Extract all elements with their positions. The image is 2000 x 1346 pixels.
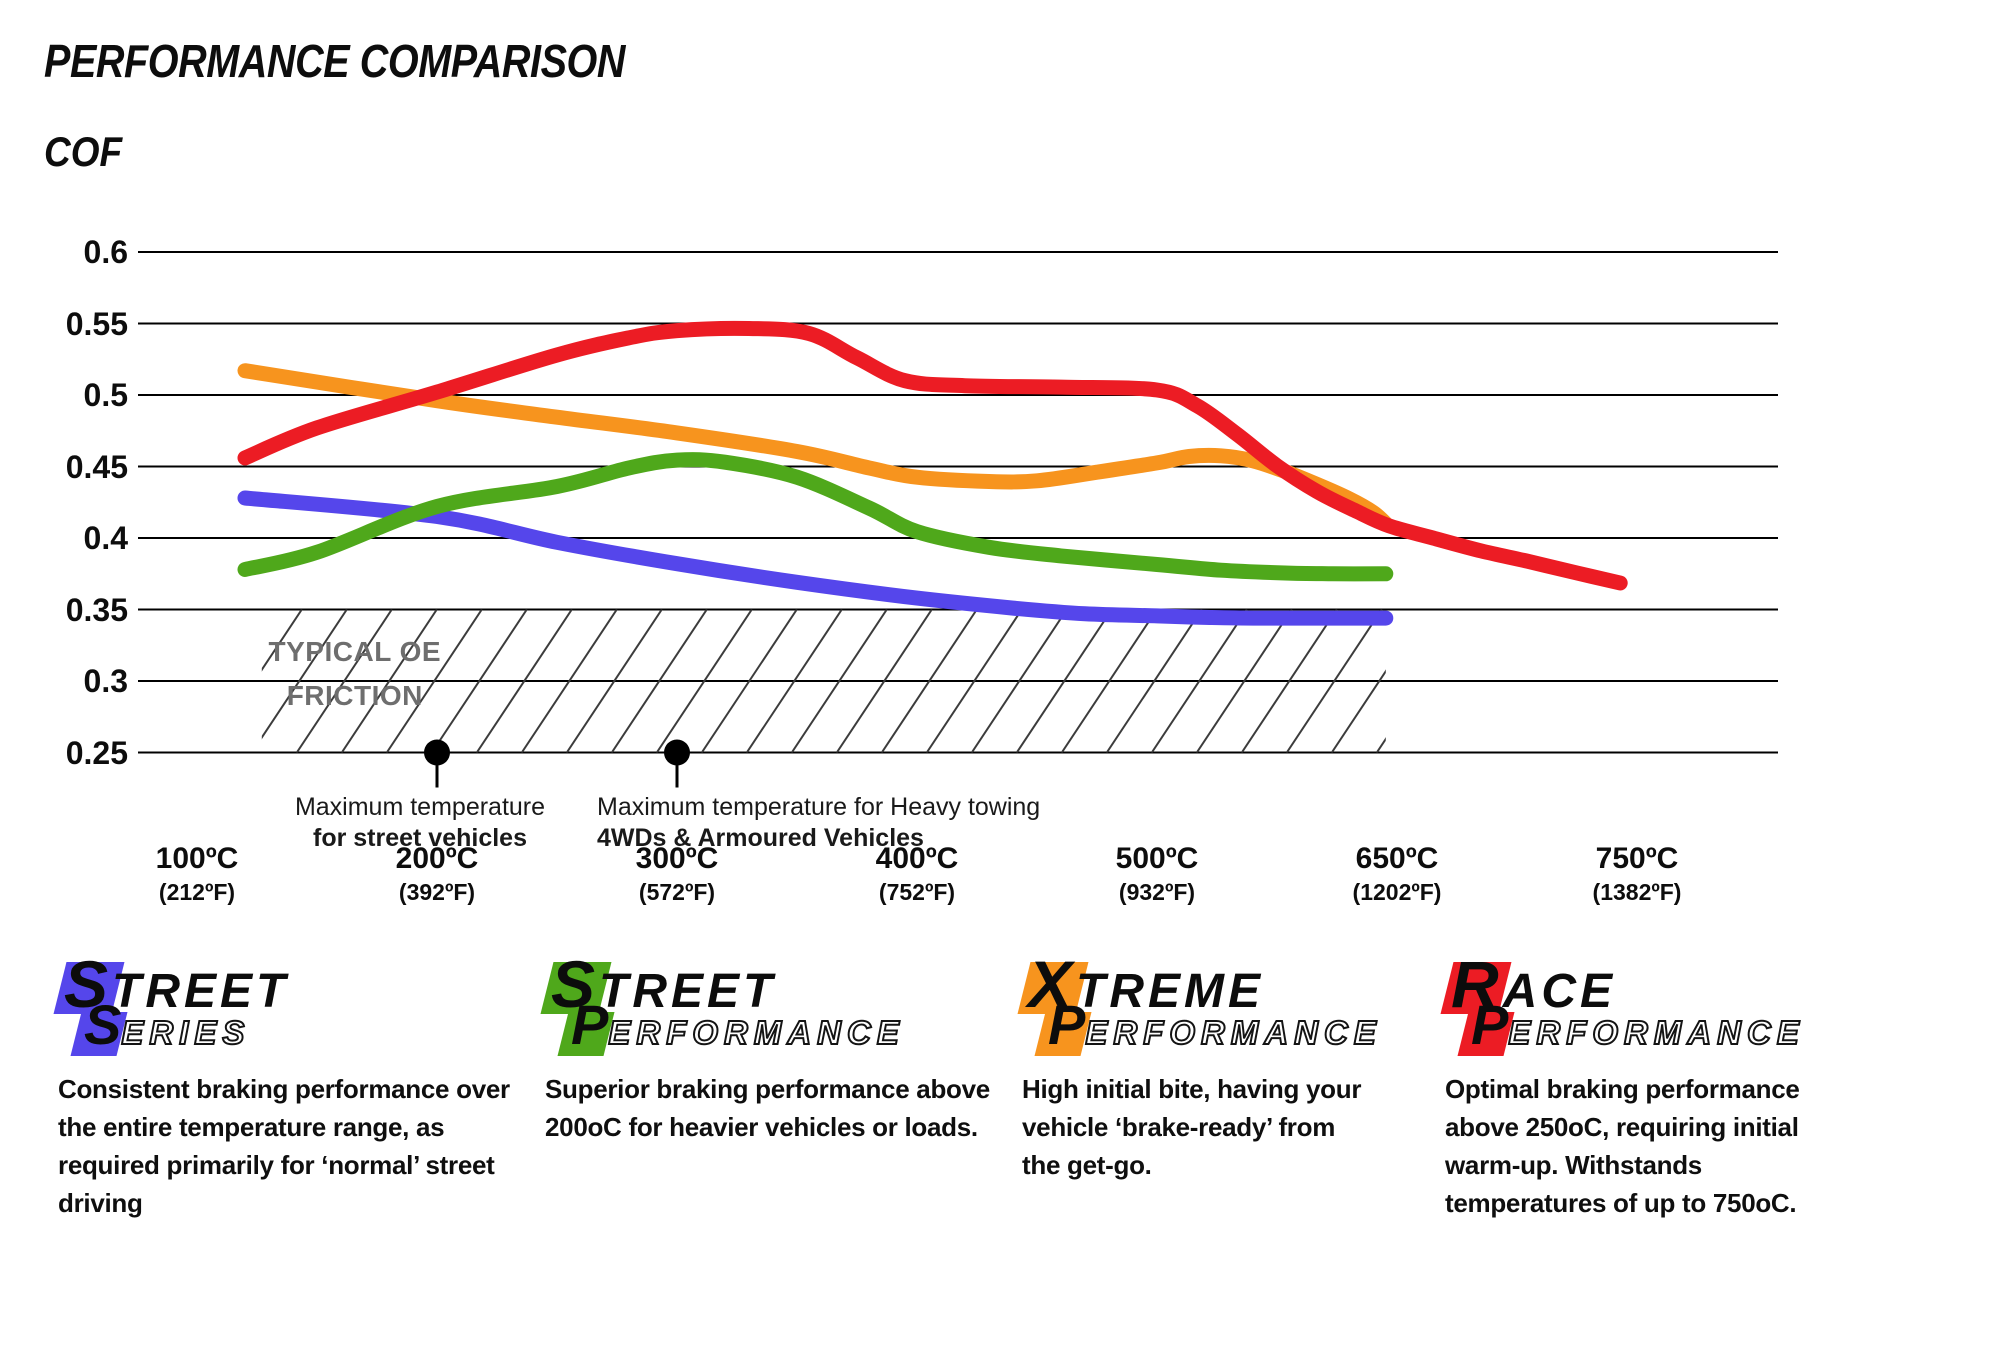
x-tick-label: 200ºC (392ºF) (342, 842, 532, 906)
x-tick-celsius: 100ºC (155, 842, 239, 875)
y-tick-label: 0.3 (83, 663, 128, 699)
chart-canvas (138, 251, 1778, 788)
temp-marker-dot (664, 739, 690, 766)
y-tick-label: 0.45 (65, 448, 128, 485)
series-line-street-performance (237, 452, 1394, 582)
logo-word1-rest: TREET (112, 965, 290, 1018)
logo-word1: STREET (551, 946, 776, 1022)
logo-word1-rest: TREME (1076, 965, 1265, 1018)
logo-word2: PERFORMANCE (1471, 992, 1805, 1057)
x-tick-label: 650ºC (1202ºF) (1302, 842, 1492, 906)
logo-word2-rest: ERIES (120, 1013, 251, 1052)
y-tick-label: 0.5 (83, 377, 128, 413)
x-tick-label: 750ºC (1382ºF) (1542, 842, 1732, 906)
x-tick-celsius: 500ºC (1115, 842, 1199, 875)
brand-logo: RACE PERFORMANCE (1440, 947, 1813, 1058)
y-tick-label: 0.25 (65, 734, 128, 771)
legend-xtreme-performance: XTREME PERFORMANCE High initial bite, havi… (1017, 947, 1377, 1184)
oe-label-line1: TYPICAL OE (268, 636, 442, 667)
series-line-race-performance (237, 320, 1628, 591)
x-tick-fahrenheit: (572ºF) (638, 879, 716, 905)
oe-region-label: TYPICAL OE FRICTION (260, 630, 450, 718)
x-tick-label: 500ºC (932ºF) (1062, 842, 1252, 906)
logo-word1-initial: S (551, 947, 600, 1021)
x-tick-fahrenheit: (1202ºF) (1352, 879, 1442, 905)
annotation-line2: 4WDs & Armoured Vehicles (597, 824, 924, 852)
logo-word2: SERIES (84, 992, 250, 1057)
y-tick-label: 0.6 (83, 234, 128, 270)
x-tick-fahrenheit: (1382ºF) (1592, 879, 1682, 905)
logo-word2-rest: ERFORMANCE (1084, 1013, 1382, 1052)
logo-word1-initial: R (1451, 947, 1503, 1021)
x-tick-celsius: 300ºC (635, 842, 719, 875)
logo-word1: STREET (64, 946, 289, 1022)
x-tick-celsius: 400ºC (875, 842, 959, 875)
x-tick-fahrenheit: (932ºF) (1118, 879, 1196, 905)
legend-description: Optimal braking performance above 250oC,… (1445, 1074, 1800, 1218)
performance-chart: 0.6 0.55 0.5 0.45 0.4 0.35 0.3 0.25 100ºC (212ºF)… (65, 234, 1778, 905)
max-temp-annotation: Maximum temperature for street vehicles (235, 792, 605, 854)
legend-description: Consistent braking performance over the … (58, 1074, 510, 1218)
legend-street-performance: STREET PERFORMANCE Superior braking perfor… (540, 947, 990, 1146)
oe-label-line2: FRICTION (286, 680, 423, 711)
x-tick-label: 400ºC (752ºF) (822, 842, 1012, 906)
logo-word2-initial: P (571, 993, 609, 1056)
x-tick-celsius: 750ºC (1595, 842, 1679, 875)
x-tick-label: 100ºC (212ºF) (102, 842, 292, 906)
logo-word1-rest: TREET (599, 965, 777, 1018)
legend-description: High initial bite, having your vehicle ‘… (1022, 1074, 1362, 1180)
x-tick-fahrenheit: (752ºF) (878, 879, 956, 905)
logo-word2-initial: P (1048, 993, 1086, 1056)
logo-word2-rest: ERFORMANCE (607, 1013, 905, 1052)
x-tick-celsius: 200ºC (395, 842, 479, 875)
logo-word2: PERFORMANCE (1048, 992, 1382, 1057)
logo-word1-rest: ACE (1502, 965, 1617, 1018)
x-tick-fahrenheit: (392ºF) (398, 879, 476, 905)
logo-word2-initial: P (1471, 993, 1509, 1056)
x-tick-fahrenheit: (212ºF) (158, 879, 236, 905)
x-tick-label: 300ºC (572ºF) (582, 842, 772, 906)
y-tick-label: 0.35 (65, 591, 128, 628)
legend-street-series: STREET SERIES Consistent braking performan… (53, 947, 513, 1222)
oe-hatch-region (261, 609, 1386, 753)
logo-word2-rest: ERFORMANCE (1507, 1013, 1805, 1052)
brand-logo: STREET SERIES (53, 947, 513, 1058)
logo-word1-initial: S (64, 947, 113, 1021)
logo-word2-initial: S (84, 993, 122, 1056)
x-tick-celsius: 650ºC (1355, 842, 1439, 875)
legend-race-performance: RACE PERFORMANCE Optimal braking performan… (1440, 947, 1813, 1222)
annotation-line1: Maximum temperature (294, 793, 546, 821)
y-axis-title: COF (44, 128, 123, 175)
y-tick-label: 0.55 (65, 305, 128, 342)
annotation-line1: Maximum temperature for Heavy towing (597, 793, 1041, 821)
logo-word1-initial: X (1028, 947, 1077, 1021)
max-temp-annotation: Maximum temperature for Heavy towing 4WDs… (597, 792, 1157, 854)
logo-word1: XTREME (1028, 946, 1264, 1022)
temp-marker-dot (424, 739, 450, 766)
legend-description: Superior braking performance above 200oC… (545, 1074, 990, 1142)
logo-word1: RACE (1451, 946, 1616, 1022)
page-title: PERFORMANCE COMPARISON (44, 35, 626, 87)
y-tick-label: 0.4 (83, 520, 128, 556)
brand-logo: STREET PERFORMANCE (540, 947, 990, 1058)
logo-word2: PERFORMANCE (571, 992, 905, 1057)
series-line-street-series (237, 490, 1394, 626)
brand-logo: XTREME PERFORMANCE (1017, 947, 1377, 1058)
annotation-line2: for street vehicles (313, 824, 527, 852)
